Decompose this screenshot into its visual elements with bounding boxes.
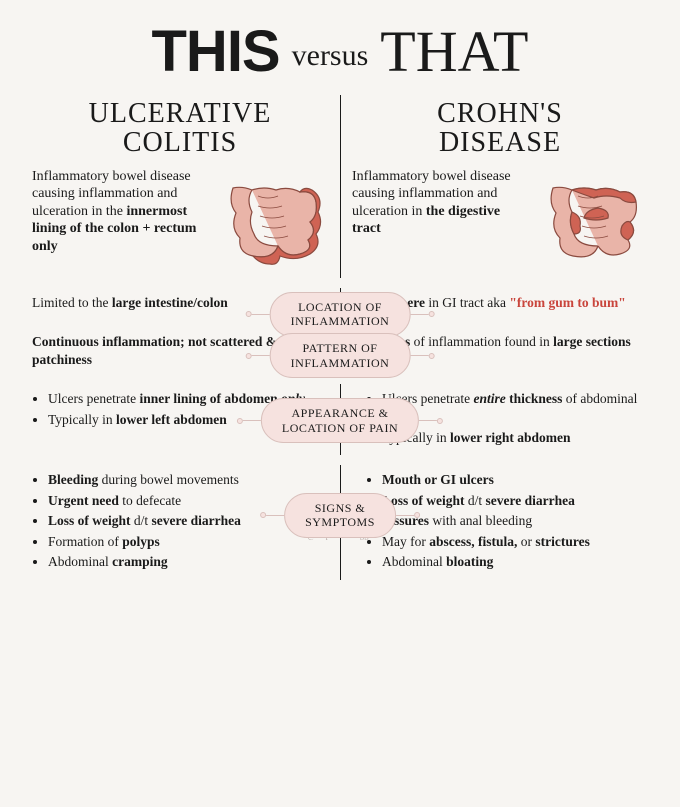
pill-dot-right (414, 512, 420, 518)
pill-stem-left (252, 314, 270, 315)
header-that: THAT (380, 19, 528, 84)
category-pill-wrap: LOCATION OFINFLAMMATION (246, 292, 435, 337)
category-pill: PATTERN OFINFLAMMATION (270, 333, 411, 378)
pill-dot-right (428, 311, 434, 317)
comparison-row: LOCATION OFINFLAMMATIONLimited to the la… (0, 288, 680, 318)
category-pill: LOCATION OFINFLAMMATION (270, 292, 411, 337)
left-intro-text: Inflammatory bowel disease causing infla… (32, 168, 212, 256)
left-intro-row: Inflammatory bowel disease causing infla… (32, 168, 328, 278)
intestine-icon-crohns (538, 168, 648, 268)
header: THIS versus THAT (0, 0, 680, 95)
pill-stem-right (396, 515, 414, 516)
pill-stem-right (410, 355, 428, 356)
left-title-l1: ULCERATIVE (89, 98, 272, 129)
category-pill-wrap: PATTERN OFINFLAMMATION (246, 333, 435, 378)
right-column: CROHN'S DISEASE Inflammatory bowel disea… (340, 95, 660, 278)
category-pill: APPEARANCE &LOCATION OF PAIN (261, 398, 419, 443)
pill-stem-right (419, 420, 437, 421)
header-versus: versus (292, 39, 369, 72)
header-this: THIS (152, 19, 280, 84)
comparison-rows: LOCATION OFINFLAMMATIONLimited to the la… (0, 288, 680, 580)
left-title: ULCERATIVE COLITIS (32, 95, 328, 168)
intro-columns: ULCERATIVE COLITIS Inflammatory bowel di… (0, 95, 680, 278)
comparison-row: SIGNS &SYMPTOMSBleeding during bowel mov… (0, 465, 680, 580)
pill-stem-left (243, 420, 261, 421)
intestine-icon-uc (218, 168, 328, 268)
right-title-l1: CROHN'S (437, 98, 563, 129)
right-title: CROHN'S DISEASE (352, 95, 648, 168)
comparison-row: APPEARANCE &LOCATION OF PAINUlcers penet… (0, 384, 680, 455)
pill-stem-right (410, 314, 428, 315)
left-title-l2: COLITIS (123, 127, 237, 158)
pill-dot-right (437, 418, 443, 424)
right-intro-row: Inflammatory bowel disease causing infla… (352, 168, 648, 278)
right-intro-text: Inflammatory bowel disease causing infla… (352, 168, 532, 238)
pill-stem-left (252, 355, 270, 356)
comparison-row: PATTERN OFINFLAMMATIONContinuous inflamm… (0, 327, 680, 374)
center-divider (340, 95, 341, 278)
pill-stem-left (266, 515, 284, 516)
right-title-l2: DISEASE (439, 127, 561, 158)
left-column: ULCERATIVE COLITIS Inflammatory bowel di… (20, 95, 340, 278)
category-pill-wrap: SIGNS &SYMPTOMS (260, 493, 420, 538)
pill-dot-right (428, 353, 434, 359)
category-pill-wrap: APPEARANCE &LOCATION OF PAIN (237, 398, 443, 443)
category-pill: SIGNS &SYMPTOMS (284, 493, 396, 538)
